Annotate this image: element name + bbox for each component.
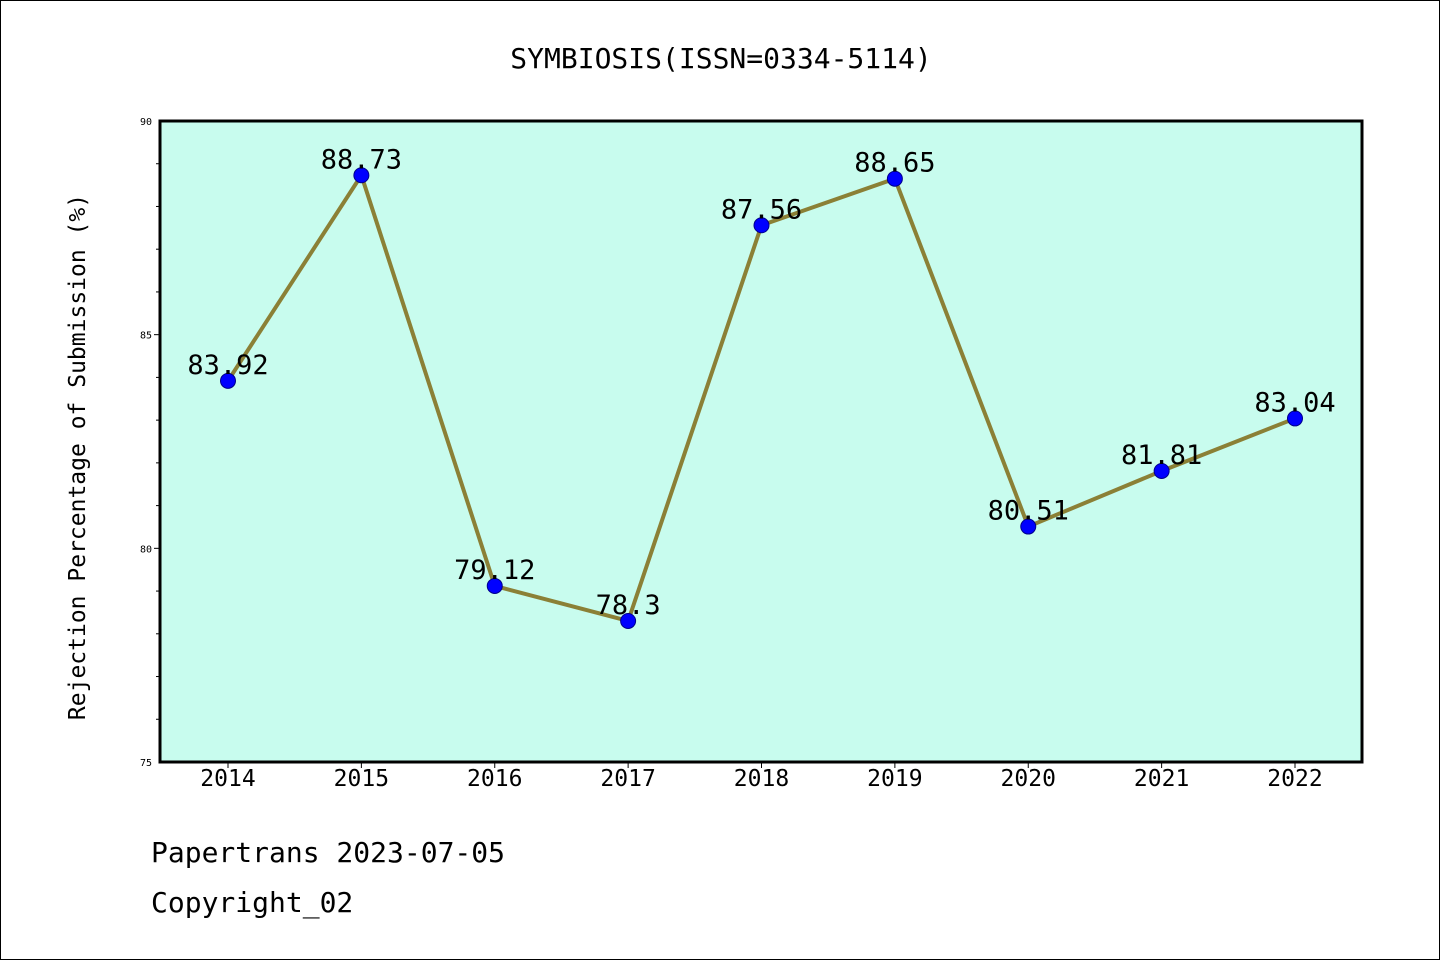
data-label: 80.51 [988,496,1069,527]
data-label: 87.56 [721,194,802,225]
data-point [1020,518,1037,535]
data-markers [220,167,1303,629]
plot-border [158,119,1364,764]
y-tick-label: 75 [140,758,152,769]
data-labels: 83.92 88.73 79.12 78.3 87.56 88.65 80.51 81.81 8… [187,144,1335,621]
footer-date: Papertrans 2023-07-05 [151,836,506,869]
x-tick-label: 2022 [1267,766,1322,792]
data-label: 81.81 [1121,440,1202,471]
data-point [353,167,370,184]
data-point [886,170,903,187]
x-tick-label: 2016 [467,766,522,792]
x-tick-label: 2014 [200,766,255,792]
y-tick-label: 80 [140,544,152,555]
x-axis-ticks: 2014 2015 2016 2017 2018 2019 2020 2021 2022 [200,762,1323,792]
x-tick-label: 2018 [734,766,789,792]
data-point [1287,410,1303,427]
data-label: 79.12 [454,555,535,586]
chart-title: SYMBIOSIS(ISSN=0334-5114) [510,42,931,75]
x-tick-label: 2019 [867,766,922,792]
x-tick-label: 2021 [1134,766,1189,792]
data-point [220,372,236,389]
data-point [753,217,770,234]
data-label: 83.04 [1254,387,1335,418]
x-tick-label: 2017 [600,766,655,792]
data-label: 88.73 [321,144,402,175]
y-tick-label: 90 [140,117,152,128]
data-label: 78.3 [596,590,661,621]
data-label: 83.92 [187,350,268,381]
footer-copyright: Copyright_02 [151,886,354,919]
y-tick-label: 85 [140,331,152,342]
data-point [1153,462,1170,479]
y-axis-ticks: 75 80 85 90 [140,117,160,769]
data-point [486,577,503,594]
x-tick-label: 2020 [1001,766,1056,792]
x-tick-label: 2015 [334,766,389,792]
y-axis-label: Rejection Percentage of Submission (%) [65,194,91,720]
data-label: 88.65 [854,148,935,179]
data-point [620,612,637,629]
